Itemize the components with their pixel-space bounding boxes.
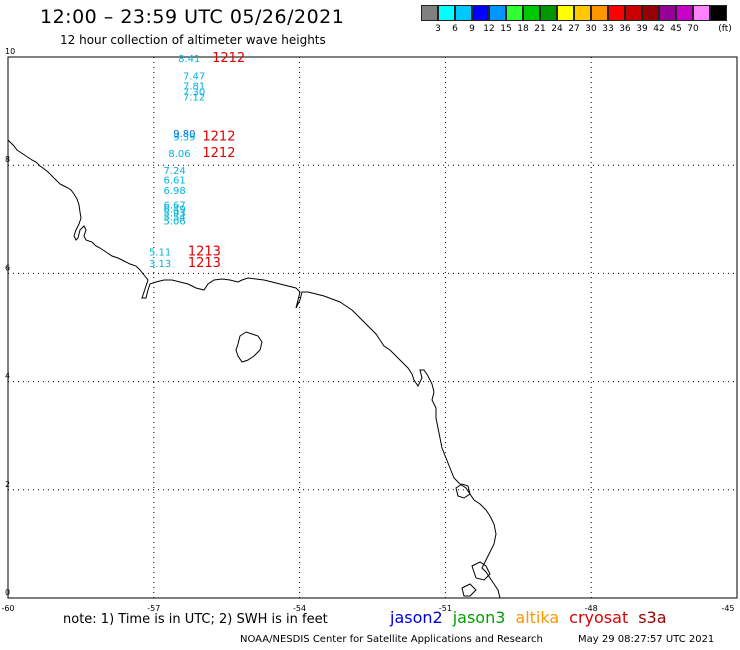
colorbar-label: 36 <box>619 24 631 34</box>
colorbar-label: 15 <box>500 24 512 34</box>
colorbar-label: 30 <box>585 24 597 34</box>
colorbar-unit: (ft) <box>718 24 732 34</box>
colorbar-swatch <box>506 5 523 21</box>
wave-height-value: 7.81 <box>183 81 205 92</box>
wave-height-value: 5.93 <box>164 209 186 220</box>
wave-height-value: 7.24 <box>164 166 186 177</box>
colorbar-label: 39 <box>636 24 648 34</box>
wave-height-value: 3.13 <box>149 259 171 270</box>
colorbar-swatch <box>455 5 472 21</box>
wave-height-value: 7.12 <box>183 92 205 103</box>
satellite-legend-item: altika <box>515 608 560 627</box>
latitude-tick-label: 0 <box>5 588 10 597</box>
colorbar-swatch <box>557 5 574 21</box>
generated-timestamp: May 29 08:27:57 UTC 2021 <box>578 634 715 645</box>
wave-height-value: 6.49 <box>164 204 186 215</box>
wave-height-value: 5.06 <box>164 217 186 228</box>
latitude-tick-label: 6 <box>5 263 10 272</box>
wave-height-value: 8.41 <box>178 54 200 65</box>
satellite-legend-item: jason3 <box>452 608 506 627</box>
colorbar-label: 27 <box>568 24 580 34</box>
wave-height-value: 8.06 <box>168 149 190 160</box>
longitude-tick-label: -54 <box>293 604 306 613</box>
longitude-tick-label: -60 <box>1 604 14 613</box>
colorbar-label: 45 <box>670 24 682 34</box>
axis-ticks: -60 -57 -54 -51 -48 -45 0 2 4 6 8 10 <box>1 47 734 613</box>
colorbar-label: 3 <box>435 24 441 34</box>
units-note: note: 1) Time is in UTC; 2) SWH is in fe… <box>63 612 328 627</box>
longitude-tick-label: -51 <box>439 604 452 613</box>
colorbar-label: 24 <box>551 24 563 34</box>
colorbar-swatch <box>591 5 608 21</box>
latitude-tick-label: 8 <box>5 155 10 164</box>
colorbar-label: 12 <box>483 24 495 34</box>
wave-height-value: 9.80 <box>173 129 195 140</box>
colorbar-swatch <box>659 5 676 21</box>
wave-height-value: 7.47 <box>183 72 205 83</box>
wave-height-value: 6.67 <box>164 200 186 211</box>
longitude-tick-label: -45 <box>721 604 734 613</box>
satellite-legend-item: cryosat <box>569 608 629 627</box>
colorbar-swatch <box>608 5 625 21</box>
map-title: 12:00 – 23:59 UTC 05/26/2021 <box>40 6 345 28</box>
colorbar-swatch <box>472 5 489 21</box>
grid-lines <box>7 56 738 599</box>
colorbar-swatch <box>642 5 659 21</box>
colorbar-swatch <box>421 5 438 21</box>
coastline <box>7 139 501 599</box>
wave-height-value: 5.54 <box>164 212 186 223</box>
colorbar-label: 18 <box>517 24 529 34</box>
latitude-tick-label: 4 <box>5 372 10 381</box>
credit-text: NOAA/NESDIS Center for Satellite Applica… <box>240 634 543 645</box>
coastline-south-america <box>7 139 501 599</box>
island-outline <box>235 331 263 363</box>
longitude-tick-label: -48 <box>585 604 598 613</box>
colorbar-label: 42 <box>653 24 665 34</box>
wave-height-value: 6.61 <box>164 176 186 187</box>
wave-height-value: 7.30 <box>183 87 205 98</box>
colorbar-swatch <box>489 5 506 21</box>
amazon-delta-islands <box>455 483 491 597</box>
colorbar-swatch <box>540 5 557 21</box>
wave-height-observations: 8.41 7.477.817.307.12 9.809.39 8.06 7.246.61… <box>149 54 205 270</box>
satellite-legend-item: s3a <box>638 608 667 627</box>
satellite-legend: jason2 jason3 altika cryosat s3a <box>390 608 677 627</box>
observation-time-label: 1213 <box>188 245 221 260</box>
satellite-legend-item: jason2 <box>390 608 443 627</box>
colorbar-swatch <box>438 5 455 21</box>
colorbar-swatch <box>693 5 710 21</box>
colorbar-swatch <box>710 5 727 21</box>
wave-height-value: 6.98 <box>164 186 186 197</box>
latitude-tick-label: 2 <box>5 480 10 489</box>
wave-height-value: 9.39 <box>173 132 195 143</box>
map-subtitle: 12 hour collection of altimeter wave hei… <box>60 33 326 47</box>
colorbar-label: 9 <box>469 24 475 34</box>
colorbar-swatch <box>523 5 540 21</box>
colorbar-label: 6 <box>452 24 458 34</box>
longitude-tick-label: -57 <box>147 604 160 613</box>
map-frame <box>7 56 738 599</box>
wave-height-value: 5.11 <box>149 248 171 259</box>
latitude-tick-label: 10 <box>5 47 15 56</box>
colorbar-label: 21 <box>534 24 546 34</box>
observation-time-label: 1213 <box>188 256 221 271</box>
observation-time-label: 1212 <box>212 51 245 66</box>
colorbar-swatch <box>574 5 591 21</box>
colorbar-label: 33 <box>602 24 614 34</box>
colorbar-label: 70 <box>687 24 699 34</box>
observation-time-label: 1212 <box>202 146 235 161</box>
colorbar-swatch <box>676 5 693 21</box>
colorbar-swatch <box>625 5 642 21</box>
observation-time-label: 1212 <box>202 129 235 144</box>
